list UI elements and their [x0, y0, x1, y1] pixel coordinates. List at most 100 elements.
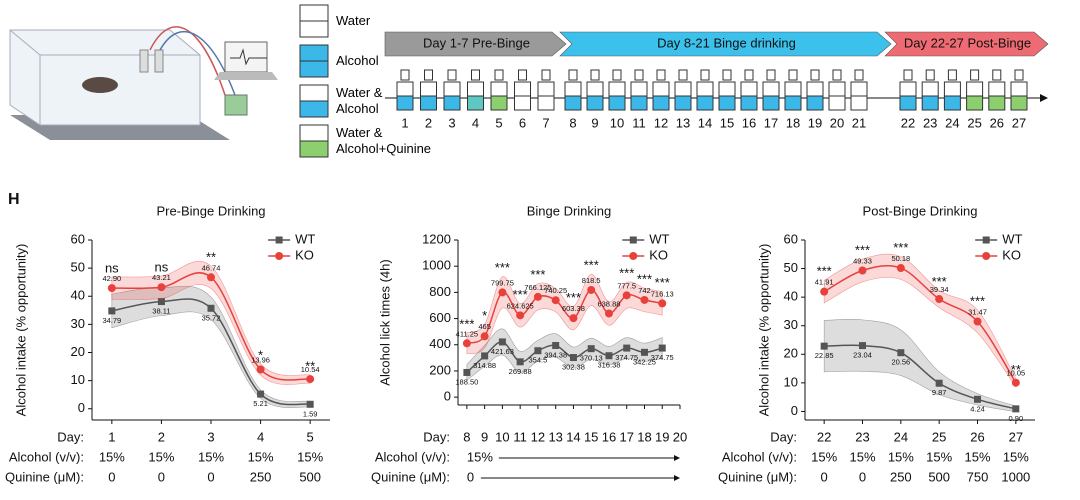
bottle-top — [696, 81, 714, 97]
phase-arrow — [559, 31, 892, 57]
data-label: 394.38 — [544, 350, 567, 359]
data-label: 0.90 — [1009, 414, 1024, 423]
data-label: 42.90 — [102, 274, 121, 283]
quinine-value: 0 — [158, 469, 165, 484]
legend-label: WT — [649, 231, 669, 246]
bottle-cap — [590, 69, 600, 81]
bottle-top — [828, 81, 846, 97]
day-label: 19 — [808, 115, 822, 130]
phase-label: Day 22-27 Post-Binge — [904, 35, 1031, 50]
phase-label: Day 1-7 Pre-Binge — [423, 35, 530, 50]
day-label: 4 — [472, 115, 479, 130]
legend-label: WT — [295, 231, 315, 246]
data-label: 766.125 — [524, 283, 551, 292]
point — [462, 339, 471, 348]
point — [587, 345, 595, 353]
bottle-bottom — [537, 95, 555, 111]
data-label: 9.87 — [932, 388, 947, 397]
data-label: 22.85 — [815, 351, 834, 360]
significance: *** — [530, 267, 545, 282]
bottle-bottom — [420, 95, 437, 111]
x-tick-label: 17 — [619, 429, 633, 444]
point — [935, 379, 943, 387]
x-tick-label: 15 — [584, 429, 598, 444]
bottle-bottom — [443, 95, 461, 111]
bottle-bottom — [988, 95, 1006, 111]
data-label: 13.96 — [251, 355, 270, 364]
point — [640, 348, 648, 356]
error-band — [466, 328, 663, 381]
bottle-cap — [903, 69, 913, 81]
y-tick-label: 50 — [71, 260, 85, 275]
bottle-bottom — [586, 95, 604, 111]
alcohol-value: 15% — [888, 449, 914, 464]
bottle-top — [586, 81, 604, 97]
bottle-bottom — [784, 95, 802, 111]
y-tick-label: 0 — [78, 400, 85, 415]
panel-label: H — [8, 191, 20, 208]
data-label: 269.88 — [509, 367, 532, 376]
point — [108, 307, 116, 315]
data-label: 314.88 — [473, 361, 496, 370]
bottle-cap — [700, 69, 710, 81]
quinine-row-label: Quinine (μM): — [5, 469, 84, 484]
bottle-cap — [766, 69, 776, 81]
phase-arrow — [384, 31, 567, 57]
legend-marker — [982, 236, 990, 244]
day-label: 2 — [425, 115, 432, 130]
x-tick-label: 9 — [481, 429, 488, 444]
data-label: 740.25 — [544, 286, 567, 295]
bottle-top — [806, 81, 824, 97]
alcohol-row-label: Alcohol (v/v): — [9, 449, 84, 464]
point — [306, 375, 315, 384]
y-tick-label: 20 — [784, 346, 798, 361]
bottle-cap — [656, 69, 666, 81]
point — [605, 352, 613, 360]
bottle-bottom — [396, 95, 414, 111]
bottle-cap — [518, 69, 527, 81]
bottle-cap — [925, 69, 935, 81]
x-tick-label: 13 — [548, 429, 562, 444]
x-tick-label: 2 — [158, 429, 165, 444]
bottle-bottom — [696, 95, 714, 111]
bottle-bottom — [740, 95, 758, 111]
data-label: 777.5 — [617, 281, 636, 290]
data-label: 799.75 — [491, 278, 514, 287]
data-label: 411.25 — [456, 329, 478, 338]
data-label: 46.74 — [202, 263, 221, 272]
bottle-bottom — [467, 95, 484, 111]
y-tick-label: 20 — [71, 344, 85, 359]
data-label: 5.21 — [253, 399, 268, 408]
error-band — [466, 273, 663, 355]
x-tick-label: 14 — [566, 429, 580, 444]
bottle-bottom — [674, 95, 692, 111]
significance: *** — [566, 290, 581, 305]
legend-label: KO — [295, 247, 314, 262]
legend-label: KO — [649, 247, 668, 262]
bottle-top — [652, 81, 670, 97]
bottle-cap — [1014, 69, 1024, 81]
day-label: 15 — [720, 115, 734, 130]
bottle-cap — [447, 69, 457, 81]
data-label: 50.18 — [891, 254, 910, 263]
y-tick-label: 800 — [429, 284, 451, 299]
quinine-value: 250 — [890, 469, 912, 484]
data-label: 34.79 — [102, 316, 121, 325]
alcohol-row-label: Alcohol (v/v): — [722, 449, 797, 464]
legend-marker — [275, 252, 284, 260]
bottle-top — [762, 81, 780, 97]
significance: ns — [105, 260, 119, 275]
x-tick-label: 20 — [673, 429, 687, 444]
chart-title: Post-Binge Drinking — [863, 203, 978, 218]
data-label: 370.13 — [580, 354, 603, 363]
significance: *** — [817, 264, 832, 279]
point — [604, 309, 613, 318]
quinine-value: 0 — [859, 469, 866, 484]
point — [859, 342, 866, 350]
bottle-cap — [494, 69, 504, 81]
data-label: 35.72 — [202, 313, 221, 322]
point — [896, 264, 905, 273]
day-label: 14 — [698, 115, 712, 130]
x-tick-label: 1 — [108, 429, 115, 444]
